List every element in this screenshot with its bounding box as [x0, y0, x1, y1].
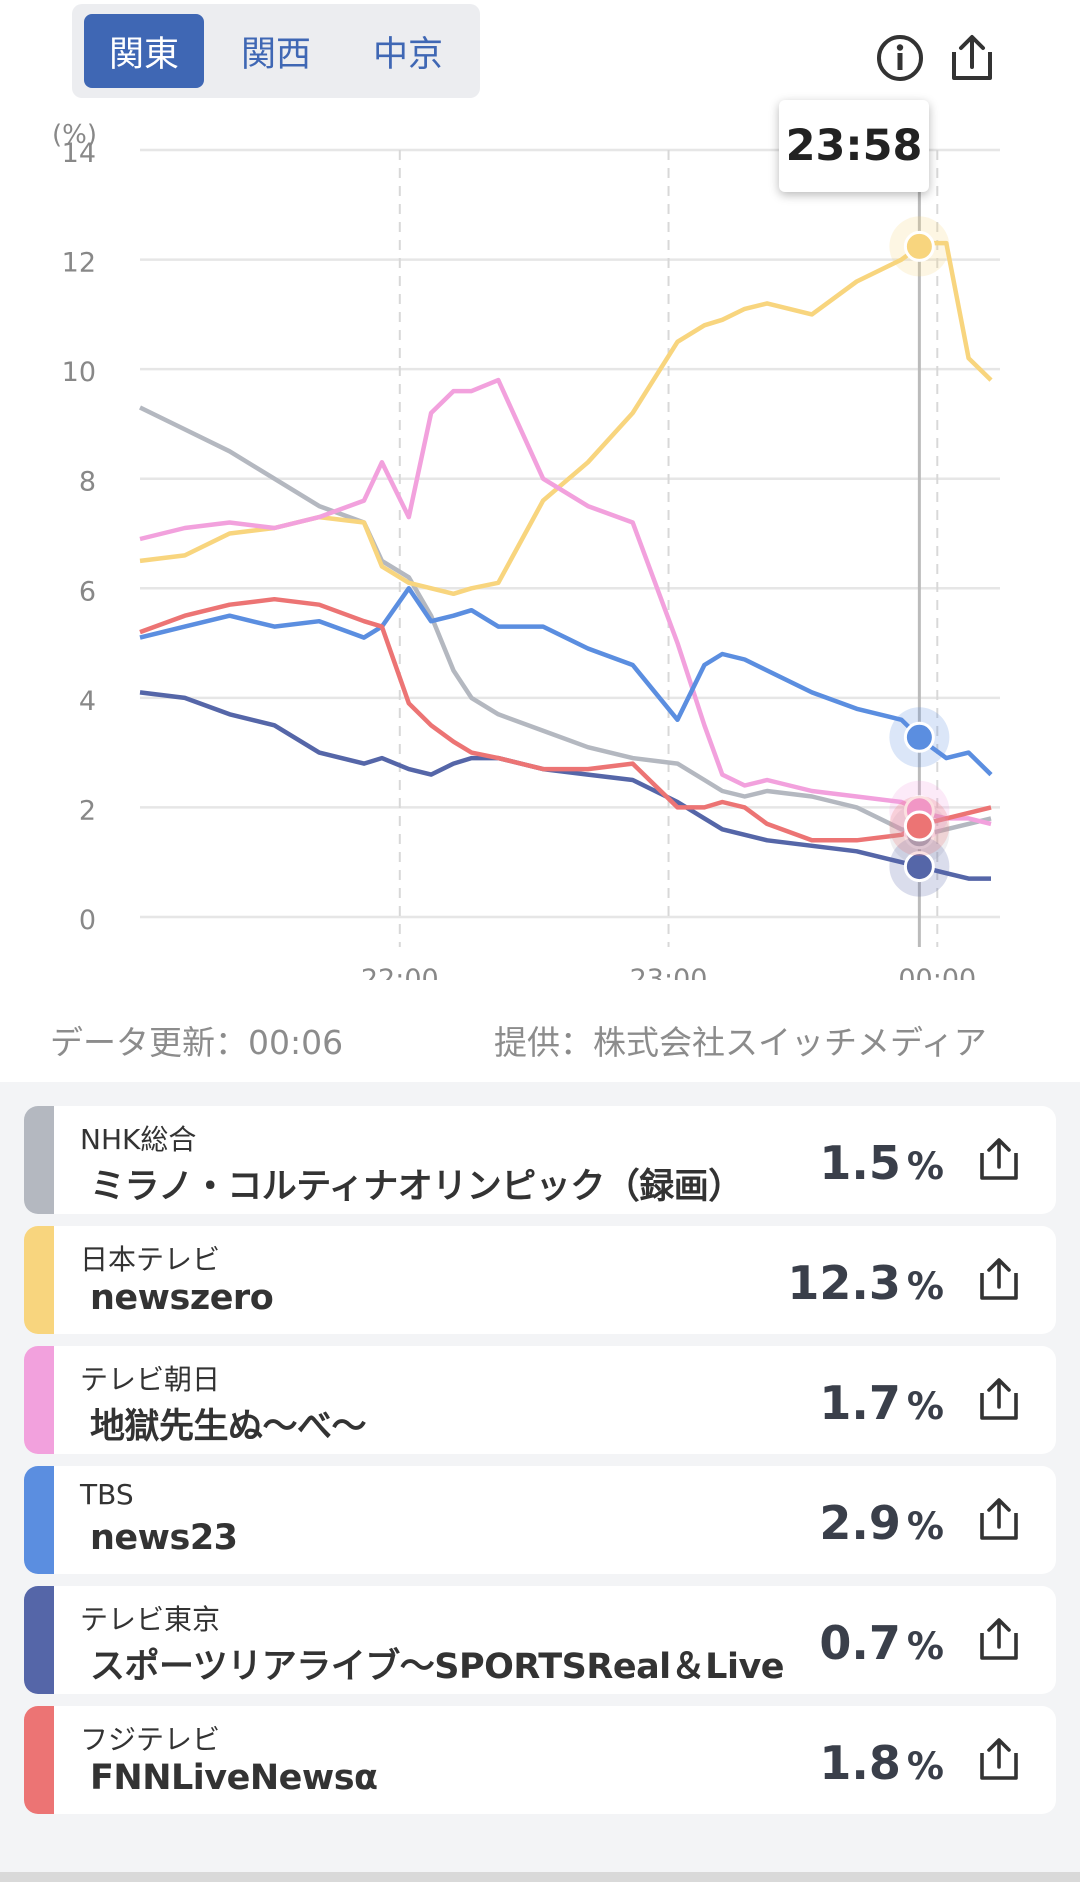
program-title: FNNLiveNewsα — [90, 1758, 378, 1798]
channel-card[interactable]: TBS news23 2.9% — [24, 1466, 1056, 1574]
data-provider: 提供：株式会社スイッチメディア — [494, 1023, 987, 1062]
bottom-divider — [0, 1872, 1080, 1882]
channel-card[interactable]: テレビ朝日地獄先生ぬ〜べ〜 1.7% — [24, 1346, 1056, 1454]
rating-number: 1.7 — [819, 1376, 901, 1430]
channel-name: テレビ東京 — [80, 1603, 221, 1636]
rating-number: 1.5 — [819, 1136, 901, 1190]
share-icon[interactable] — [974, 1734, 1024, 1784]
series-line — [139, 690, 991, 881]
program-title: news23 — [90, 1518, 238, 1558]
series-line — [139, 240, 993, 597]
ratings-line-chart[interactable]: 0 2 4 6 8 10 12 14 22:00 23:00 00:00 — [0, 100, 1080, 980]
channel-color-bar — [24, 1586, 54, 1694]
rating-number: 1.8 — [819, 1736, 901, 1790]
channel-name: フジテレビ — [80, 1723, 221, 1756]
cursor-marker — [903, 851, 935, 883]
channel-color-bar — [24, 1706, 54, 1814]
channel-card[interactable]: NHK総合ミラノ・コルティナオリンピック（録画） 1.5% — [24, 1106, 1056, 1214]
share-icon[interactable] — [974, 1134, 1024, 1184]
series-line — [139, 377, 992, 827]
region-tab-group: 関東 関西 中京 — [72, 4, 480, 98]
tab-chukyo[interactable]: 中京 — [372, 34, 443, 75]
y-tick-label: 0 — [79, 905, 96, 936]
rating-value: 1.5% — [819, 1136, 944, 1190]
channel-name: 日本テレビ — [80, 1243, 221, 1276]
rating-number: 12.3 — [787, 1256, 901, 1310]
channel-color-bar — [24, 1106, 54, 1214]
rating-number: 0.7 — [819, 1616, 901, 1670]
data-update-time: データ更新：00:06 — [50, 1023, 344, 1062]
channel-name: NHK総合 — [80, 1123, 197, 1156]
channel-color-bar — [24, 1346, 54, 1454]
y-tick-label: 6 — [79, 576, 96, 607]
rating-value: 12.3% — [787, 1256, 944, 1310]
tab-kansai[interactable]: 関西 — [240, 34, 311, 75]
y-tick-label: 12 — [62, 248, 96, 279]
series-line — [139, 586, 993, 777]
cursor-marker — [903, 810, 935, 842]
rating-unit: % — [906, 1265, 944, 1308]
channel-card[interactable]: テレビ東京スポーツリアライブ〜SPORTSReal＆Live 0.7% — [24, 1586, 1056, 1694]
program-title: スポーツリアライブ〜SPORTSReal＆Live — [90, 1647, 785, 1687]
share-icon[interactable] — [974, 1254, 1024, 1304]
share-icon[interactable] — [974, 1374, 1024, 1424]
y-tick-label: 10 — [62, 357, 96, 388]
channel-list: NHK総合 ミラノ・コルティナオリンピック（録画） 1.5% 日本テレビ newszer… — [0, 1082, 1080, 1872]
y-tick-label: 4 — [79, 686, 96, 717]
rating-unit: % — [906, 1505, 944, 1548]
channel-card[interactable]: 日本テレビ newszero 12.3% — [24, 1226, 1056, 1334]
x-tick-label: 23:00 — [630, 964, 708, 980]
share-icon[interactable] — [974, 1614, 1024, 1664]
cursor-marker — [903, 721, 935, 753]
share-icon[interactable] — [974, 1494, 1024, 1544]
y-tick-label: 14 — [62, 138, 96, 169]
channel-color-bar — [24, 1226, 54, 1334]
rating-unit: % — [906, 1385, 944, 1428]
rating-unit: % — [906, 1145, 944, 1188]
x-tick-label: 00:00 — [898, 964, 976, 980]
channel-card[interactable]: フジテレビ FNNLiveNewsα 1.8% — [24, 1706, 1056, 1814]
rating-value: 0.7% — [819, 1616, 944, 1670]
rating-unit: % — [906, 1625, 944, 1668]
share-icon[interactable] — [944, 30, 1000, 86]
channel-name: テレビ朝日 — [80, 1363, 221, 1396]
x-tick-label: 22:00 — [361, 964, 439, 980]
y-tick-label: 2 — [79, 795, 96, 826]
y-axis-unit-label: (%) — [52, 120, 97, 150]
tab-kanto[interactable]: 関東 — [84, 14, 204, 88]
series-line — [139, 596, 992, 843]
rating-value: 1.8% — [819, 1736, 944, 1790]
program-title: newszero — [90, 1278, 274, 1318]
rating-value: 2.9% — [819, 1496, 944, 1550]
info-icon[interactable] — [872, 30, 928, 86]
program-title: 地獄先生ぬ〜べ〜 — [90, 1407, 367, 1447]
program-title: ミラノ・コルティナオリンピック（録画） — [90, 1167, 743, 1207]
channel-name: TBS — [80, 1478, 134, 1511]
channel-color-bar — [24, 1466, 54, 1574]
y-tick-label: 8 — [79, 467, 96, 498]
rating-unit: % — [906, 1745, 944, 1788]
rating-number: 2.9 — [819, 1496, 901, 1550]
time-tooltip: 23:58 — [779, 100, 929, 192]
cursor-marker — [903, 230, 935, 262]
rating-value: 1.7% — [819, 1376, 944, 1430]
